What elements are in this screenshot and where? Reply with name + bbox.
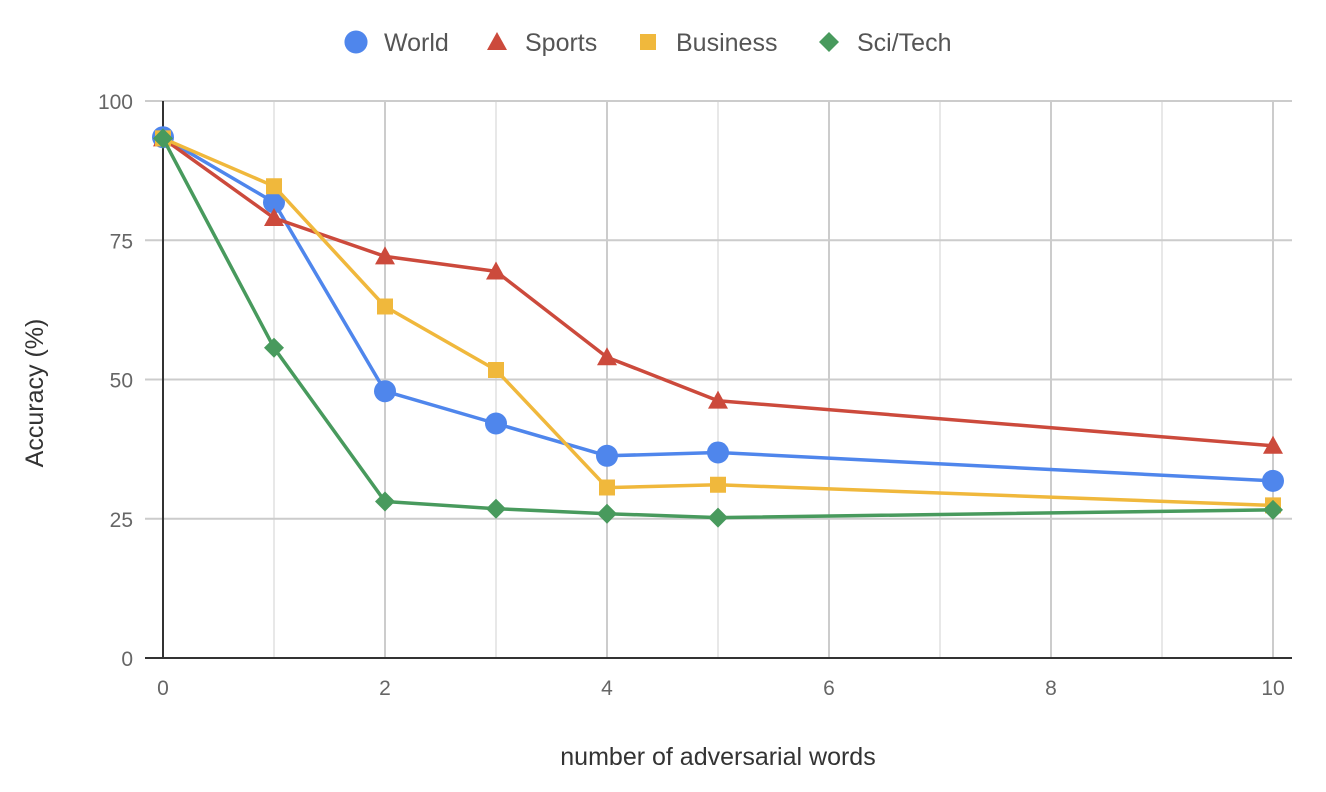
data-point-sports: [375, 246, 395, 265]
data-point-business: [377, 298, 393, 315]
data-point-world: [1262, 469, 1284, 492]
series-group: [152, 126, 1284, 528]
data-point-business: [599, 479, 615, 496]
y-tick-label: 0: [121, 648, 133, 671]
data-point-world: [374, 380, 396, 403]
data-point-world: [263, 191, 285, 214]
legend: World Sports Business Sci/Tech: [344, 29, 951, 57]
x-tick-label: 4: [601, 677, 613, 700]
data-point-sci-tech: [153, 128, 173, 149]
data-point-business: [488, 362, 504, 379]
y-axis-title: Accuracy (%): [21, 319, 49, 468]
data-point-world: [485, 412, 507, 435]
data-point-sci-tech: [264, 337, 284, 358]
legend-label-world: World: [384, 29, 449, 57]
data-point-world: [596, 444, 618, 467]
series-sci-tech: [153, 128, 1283, 528]
x-tick-label: 2: [379, 677, 391, 700]
legend-marker-sports: [487, 32, 507, 50]
grid-lines: [145, 100, 1292, 658]
x-tick-label: 0: [157, 677, 169, 700]
legend-marker-business: [640, 34, 656, 50]
y-tick-label: 75: [110, 230, 133, 253]
data-point-sci-tech: [375, 491, 395, 512]
legend-marker-sci-tech: [819, 32, 839, 52]
data-point-sports: [264, 207, 284, 226]
legend-label-sports: Sports: [525, 29, 597, 57]
data-point-sports: [1263, 435, 1283, 454]
x-tick-labels: 0 2 4 6 8 10: [157, 677, 1285, 700]
legend-marker-world: [344, 30, 368, 54]
data-point-business: [266, 178, 282, 195]
data-point-sci-tech: [708, 507, 728, 528]
data-point-sports: [708, 390, 728, 409]
data-point-sci-tech: [486, 498, 506, 519]
data-point-sci-tech: [1263, 499, 1283, 520]
data-point-sci-tech: [597, 503, 617, 524]
legend-label-sci-tech: Sci/Tech: [857, 29, 951, 57]
data-point-sports: [597, 347, 617, 366]
data-point-sports: [486, 261, 506, 280]
y-tick-label: 25: [110, 509, 133, 532]
data-point-world: [707, 441, 729, 464]
y-tick-labels: 0 25 50 75 100: [98, 91, 133, 671]
x-tick-label: 10: [1261, 677, 1284, 700]
axes: [145, 101, 1292, 659]
x-tick-label: 8: [1045, 677, 1057, 700]
data-point-business: [710, 476, 726, 493]
x-axis-title: number of adversarial words: [560, 743, 875, 771]
legend-label-business: Business: [676, 29, 777, 57]
y-tick-label: 100: [98, 91, 133, 114]
y-tick-label: 50: [110, 370, 133, 393]
x-tick-label: 6: [823, 677, 835, 700]
